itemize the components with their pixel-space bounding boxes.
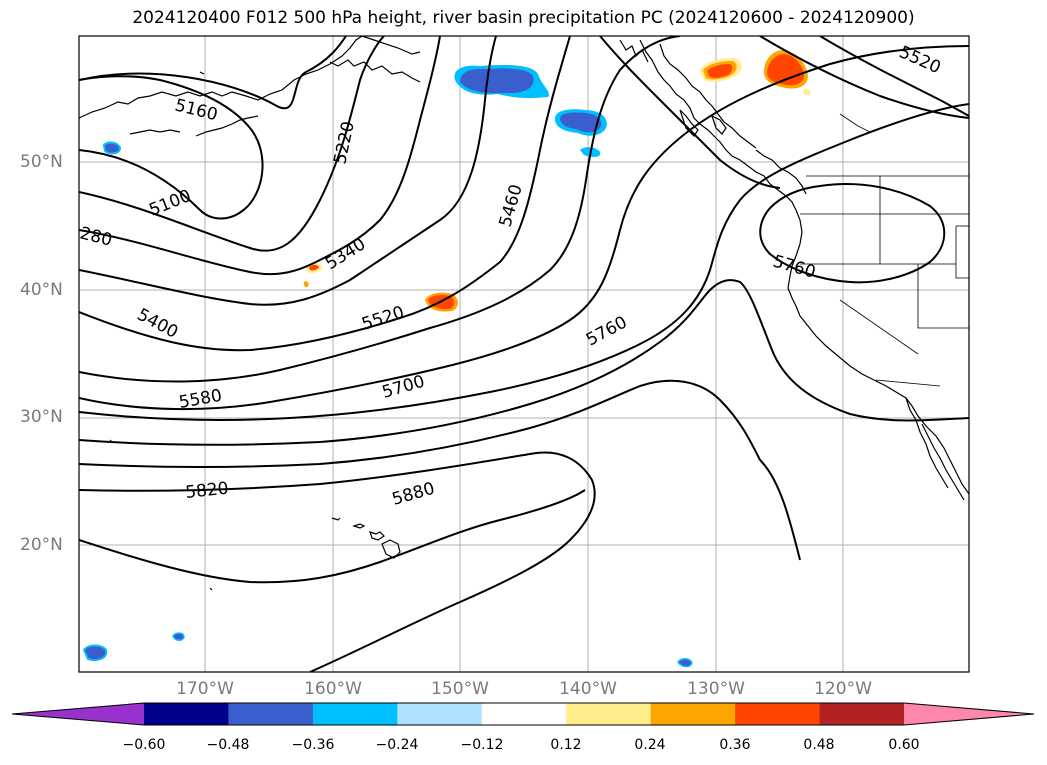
lat-label-20n: 20°N bbox=[20, 535, 63, 555]
contour-5880-inner bbox=[79, 489, 586, 584]
contour-5760-closed bbox=[759, 183, 946, 284]
colorbar-tick-label: −0.48 bbox=[206, 737, 250, 753]
colorbar-tick-label: −0.24 bbox=[375, 737, 419, 753]
colorbar-outline bbox=[11, 702, 1035, 726]
contour-ridge-west bbox=[599, 36, 781, 189]
lon-label-150w: 150°W bbox=[431, 679, 489, 699]
coast-hawaii-maui bbox=[369, 531, 385, 541]
colorbar-tick-label: −0.36 bbox=[291, 737, 335, 753]
coast-vancouver-island bbox=[755, 149, 807, 195]
border-state-nevada bbox=[917, 264, 969, 329]
colorbar-tick-label: 0.12 bbox=[550, 737, 582, 753]
colorbar-segment bbox=[566, 703, 652, 725]
border-state-ca-nv bbox=[839, 299, 919, 355]
coast-hawaii-oahu bbox=[352, 523, 366, 529]
precip-patch-blue-2-inner bbox=[560, 112, 602, 133]
contour-5820-5880 bbox=[79, 451, 596, 672]
coast-island-baranof bbox=[679, 109, 699, 137]
lon-label-140w: 140°W bbox=[559, 679, 617, 699]
contour-5460 bbox=[79, 36, 681, 383]
coast-islands-1 bbox=[619, 39, 649, 63]
coast-island-prince-of-wales bbox=[710, 114, 727, 135]
colorbar-tick-label: −0.12 bbox=[460, 737, 504, 753]
coast-alaska-gulf bbox=[361, 36, 421, 55]
precip-patch-blue-6 bbox=[172, 632, 185, 641]
colorbar-tick-label: 0.60 bbox=[888, 737, 920, 753]
lat-label-30n: 30°N bbox=[20, 407, 63, 427]
contour-5220 bbox=[79, 36, 385, 252]
map-title: 2024120400 F012 500 hPa height, river ba… bbox=[132, 8, 915, 28]
border-state-3 bbox=[955, 226, 969, 279]
coast-baja-east bbox=[921, 423, 965, 501]
precip-patch-blue-4 bbox=[102, 141, 122, 155]
coast-hawaii-big-island bbox=[381, 539, 401, 559]
coast-baja-west bbox=[905, 397, 949, 489]
coastlines bbox=[79, 36, 969, 591]
precip-patch-red-2-inner bbox=[767, 54, 804, 86]
lon-label-160w: 160°W bbox=[304, 679, 362, 699]
graticule bbox=[79, 36, 969, 672]
colorbar-segment bbox=[144, 703, 229, 725]
border-us-mexico bbox=[875, 379, 941, 387]
precip-patches bbox=[82, 50, 811, 668]
contour-5160 bbox=[79, 36, 347, 110]
contour-5640 bbox=[79, 279, 969, 446]
coast-panhandle-outer bbox=[639, 39, 733, 157]
border-alaska-bc bbox=[839, 113, 871, 133]
map-frame bbox=[78, 35, 970, 673]
colorbar-over-arrow bbox=[904, 703, 1034, 725]
contour-ridge-east-2 bbox=[819, 36, 969, 117]
precip-patch-blue-5 bbox=[82, 644, 108, 661]
colorbar-segment bbox=[228, 703, 314, 725]
colorbar-segment bbox=[397, 703, 483, 725]
coast-aleutians-1 bbox=[129, 129, 181, 135]
colorbar-under-arrow bbox=[12, 703, 144, 725]
lat-label-50n: 50°N bbox=[20, 152, 63, 172]
contour-label-5820: 5820 bbox=[184, 479, 229, 503]
coast-alaska-peninsula bbox=[329, 59, 421, 83]
coast-bc bbox=[731, 155, 803, 245]
political-borders bbox=[800, 113, 969, 387]
colorbar-tick-label: 0.48 bbox=[803, 737, 835, 753]
coast-islet bbox=[199, 71, 205, 75]
colorbar bbox=[11, 702, 1035, 726]
lon-label-130w: 130°W bbox=[687, 679, 745, 699]
contour-5700 bbox=[79, 379, 761, 468]
map-background bbox=[79, 36, 969, 672]
contour-5580 bbox=[79, 103, 969, 421]
colorbar-tick-label: 0.24 bbox=[634, 737, 666, 753]
contour-5520-east bbox=[79, 45, 969, 411]
coast-alaska-south bbox=[79, 36, 363, 119]
coast-tiny-island-2 bbox=[209, 587, 213, 591]
lat-label-40n: 40°N bbox=[20, 280, 63, 300]
height-contours bbox=[79, 36, 969, 672]
colorbar-segments bbox=[144, 703, 905, 725]
contour-5340 bbox=[79, 36, 497, 306]
precip-patch-gulf-blue-inner bbox=[460, 68, 534, 94]
precip-patch-red-1-inner bbox=[707, 64, 733, 78]
coast-hawaii-kauai bbox=[331, 517, 341, 521]
coast-panhandle-inner bbox=[659, 43, 757, 149]
lon-label-120w: 120°W bbox=[814, 679, 872, 699]
coast-us-west bbox=[787, 243, 969, 495]
precip-patch-red-3 bbox=[803, 89, 811, 96]
precip-patch-blue-7 bbox=[677, 658, 693, 668]
contour-5100 bbox=[79, 75, 264, 220]
colorbar-tick-label: −0.60 bbox=[122, 737, 166, 753]
contour-5400 bbox=[79, 36, 571, 352]
precip-patch-red-5-inner bbox=[309, 264, 319, 271]
coast-aleutians-2 bbox=[195, 115, 259, 137]
colorbar-segment bbox=[819, 703, 905, 725]
colorbar-segment bbox=[312, 703, 398, 725]
colorbar-segment bbox=[650, 703, 736, 725]
contour-5760-tail bbox=[759, 459, 801, 561]
precip-patch-red-6 bbox=[303, 281, 309, 288]
contour-ridge-east bbox=[759, 36, 969, 119]
lon-label-170w: 170°W bbox=[176, 679, 234, 699]
contour-5280 bbox=[79, 36, 441, 276]
colorbar-segment bbox=[481, 703, 567, 725]
colorbar-segment bbox=[735, 703, 821, 725]
colorbar-tick-label: 0.36 bbox=[719, 737, 751, 753]
